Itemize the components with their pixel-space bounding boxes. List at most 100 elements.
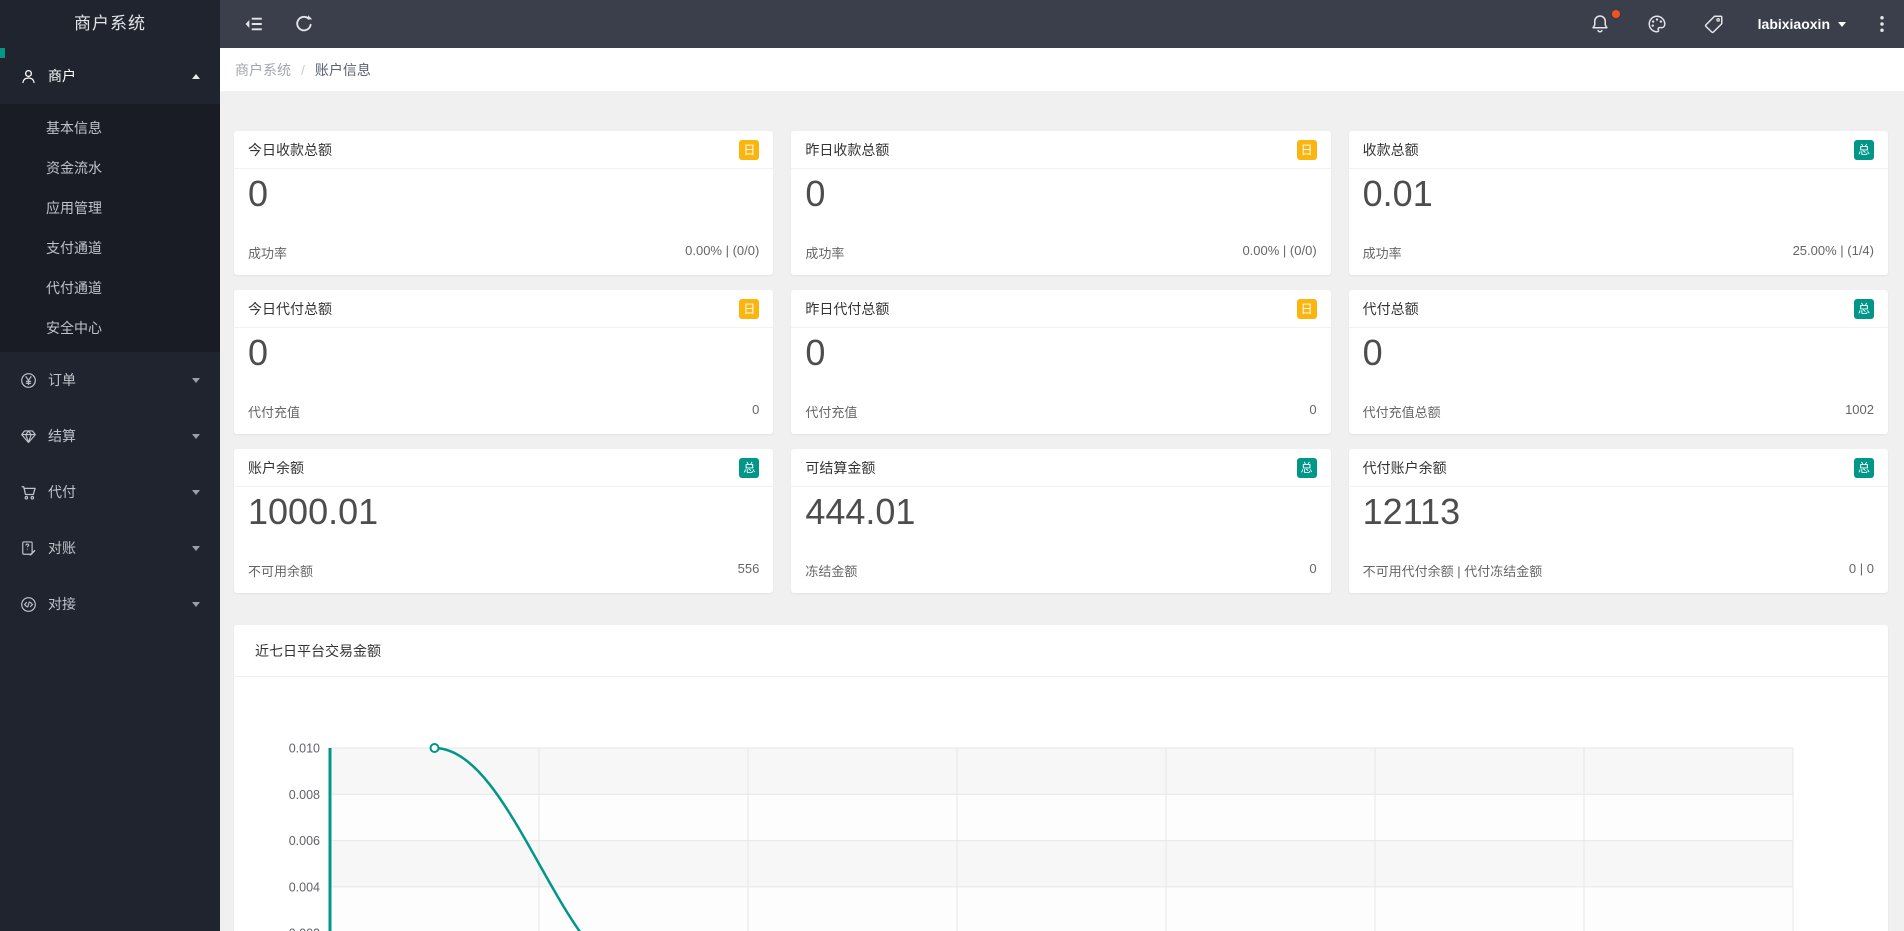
svg-text:0.006: 0.006 <box>289 834 320 848</box>
bell-icon <box>1590 14 1610 34</box>
card-badge-total: 总 <box>1853 457 1874 478</box>
sidebar-item-label: 商户 <box>48 68 76 84</box>
stat-card-header: 代付账户余额 总 <box>1348 449 1888 487</box>
stat-card: 昨日收款总额 日 0 成功率 0.00% | (0/0) <box>791 131 1331 275</box>
stat-card-footer: 代付充值总额 1002 <box>1363 402 1874 421</box>
stat-card-footer-value: 556 <box>737 561 760 576</box>
sidebar-fold-icon[interactable] <box>244 14 264 34</box>
stat-card: 今日代付总额 日 0 代付充值 0 <box>234 290 774 434</box>
user-icon <box>20 68 37 85</box>
stat-card: 收款总额 总 0.01 成功率 25.00% | (1/4) <box>1348 131 1888 275</box>
stat-card-footer: 冻结金额 0 <box>805 561 1316 580</box>
card-badge-total: 总 <box>739 457 760 478</box>
sidebar-subitem-payment-channel[interactable]: 支付通道 <box>46 240 102 256</box>
stat-card-footer-label: 成功率 <box>1362 246 1402 261</box>
chevron-down-icon <box>192 489 200 495</box>
card-badge-day: 日 <box>739 298 760 319</box>
breadcrumb-item-home[interactable]: 商户系统 <box>235 61 291 78</box>
stat-card-body: 12113 不可用代付余额 | 代付冻结金额 0 | 0 <box>1349 487 1888 593</box>
stat-card-footer-label: 代付充值 <box>248 405 301 420</box>
card-badge-day: 日 <box>739 139 760 160</box>
sidebar-subitem-basic-info[interactable]: 基本信息 <box>46 120 102 136</box>
sidebar-item-label: 订单 <box>48 372 76 388</box>
svg-text:0.004: 0.004 <box>289 880 320 894</box>
stat-card-value: 0 <box>805 332 826 373</box>
stat-card-footer-label: 代付充值总额 <box>1362 405 1441 420</box>
cart-icon <box>20 484 37 501</box>
stat-card-body: 0.01 成功率 25.00% | (1/4) <box>1349 169 1888 275</box>
sidebar-menu: 商户基本信息资金流水应用管理支付通道代付通道安全中心订单结算代付对账 对接 <box>0 48 220 632</box>
stat-card-footer: 不可用代付余额 | 代付冻结金额 0 | 0 <box>1363 561 1874 580</box>
user-menu[interactable]: labixiaoxin <box>1758 16 1846 32</box>
stat-cards-grid: 今日收款总额日 0 成功率 0.00% | (0/0) 昨日收款总额日 0 成功率 0.00%… <box>234 131 1888 593</box>
stat-card-value: 1000.01 <box>248 491 379 532</box>
card-badge-day: 日 <box>1296 298 1317 319</box>
topbar-right: labixiaoxin <box>1553 10 1904 34</box>
yen-circle-icon <box>20 372 37 389</box>
theme-palette-button[interactable] <box>1647 14 1667 34</box>
sidebar: 商户系统 商户 基本信息 资金流水 应用管理 支付通道 代付通道 安全中心 订单 结算 代付 对账对… <box>0 0 220 931</box>
stat-card-value: 0 <box>1362 332 1383 373</box>
stat-card-footer: 代付充值 0 <box>248 402 759 421</box>
chart-card: 近七日平台交易金额 0.010 0.008 0.006 0.004 0.002 <box>234 625 1888 931</box>
sidebar-subitem-fund-flow[interactable]: 资金流水 <box>46 160 102 176</box>
stat-card-footer: 成功率 0.00% | (0/0) <box>805 243 1316 262</box>
breadcrumb-separator: / <box>301 61 305 78</box>
stat-card-value: 0 <box>248 332 269 373</box>
tag-button[interactable] <box>1704 14 1724 34</box>
sidebar-item-label: 代付 <box>48 484 76 500</box>
stat-card: 账户余额 总 1000.01 不可用余额 556 <box>234 449 774 593</box>
svg-text:0.008: 0.008 <box>289 788 320 802</box>
stat-card-body: 0 成功率 0.00% | (0/0) <box>234 169 773 275</box>
stat-card: 昨日代付总额 日 0 代付充值 0 <box>791 290 1331 434</box>
chevron-down-icon <box>1838 21 1846 27</box>
stat-card-footer-label: 代付充值 <box>805 405 858 420</box>
stat-card-value: 444.01 <box>805 491 916 532</box>
stat-card-body: 0 代付充值总额 1002 <box>1349 328 1888 434</box>
stat-card-footer-value: 0.00% | (0/0) <box>1242 243 1317 258</box>
sidebar-subitem-security-center[interactable]: 安全中心 <box>46 320 102 336</box>
stat-card-value: 0.01 <box>1362 173 1433 214</box>
sidebar-item-settlement[interactable]: 结算 <box>0 408 220 464</box>
stat-card-title: 代付总额 <box>1362 300 1419 317</box>
transactions-line-chart: 0.010 0.008 0.006 0.004 0.002 <box>289 742 1794 931</box>
chevron-down-icon <box>192 601 200 607</box>
stat-card-footer-label: 成功率 <box>248 246 288 261</box>
sidebar-item-payout[interactable]: 代付 <box>0 464 220 520</box>
card-badge-day: 日 <box>1296 139 1317 160</box>
sidebar-item-integration[interactable]: 对接 <box>0 576 220 632</box>
stat-card-footer: 代付充值 0 <box>805 402 1316 421</box>
stat-card-footer-value: 0 <box>1309 561 1317 576</box>
stat-card: 代付总额 总 0 代付充值总额 1002 <box>1348 290 1888 434</box>
stat-card-body: 444.01 冻结金额 0 <box>791 487 1330 593</box>
sidebar-item-reconciliation[interactable]: 对账 <box>0 520 220 576</box>
card-badge-total: 总 <box>1853 298 1874 319</box>
sidebar-item-label: 结算 <box>48 428 76 444</box>
more-menu-button[interactable] <box>1872 14 1892 34</box>
sidebar-item-orders[interactable]: 订单 <box>0 352 220 408</box>
stat-card-footer-value: 0 | 0 <box>1848 561 1874 576</box>
sidebar-item-merchant[interactable]: 商户 <box>0 48 220 104</box>
stat-card-footer: 不可用余额 556 <box>248 561 759 580</box>
stat-card-header: 昨日代付总额 日 <box>791 290 1331 328</box>
stat-card-header: 昨日收款总额 日 <box>791 131 1331 169</box>
breadcrumb-item-current: 账户信息 <box>314 61 371 78</box>
stat-card-title: 昨日代付总额 <box>805 300 890 317</box>
stat-card-header: 可结算金额 总 <box>791 449 1331 487</box>
card-badge-total: 总 <box>1853 139 1874 160</box>
gem-icon <box>20 428 37 445</box>
card-badge-total: 总 <box>1296 457 1317 478</box>
main-area: labixiaoxin 商户系统 / 账户信息 今日收款总额日 0 成功率 0.00%… <box>220 0 1904 931</box>
notification-dot <box>1611 10 1620 18</box>
chart-area: 0.010 0.008 0.006 0.004 0.002 <box>234 677 1888 931</box>
stat-card-footer-label: 成功率 <box>805 246 845 261</box>
chart-title: 近七日平台交易金额 <box>234 625 1888 677</box>
topbar: labixiaoxin <box>220 0 1904 48</box>
notifications-button[interactable] <box>1590 10 1620 34</box>
stat-card-footer-value: 0.00% | (0/0) <box>685 243 760 258</box>
stat-card-title: 今日代付总额 <box>248 300 332 317</box>
refresh-icon[interactable] <box>294 14 314 34</box>
sidebar-subitem-app-management[interactable]: 应用管理 <box>46 200 102 216</box>
stat-card-header: 账户余额 总 <box>234 449 774 487</box>
sidebar-subitem-payout-channel[interactable]: 代付通道 <box>46 280 102 296</box>
